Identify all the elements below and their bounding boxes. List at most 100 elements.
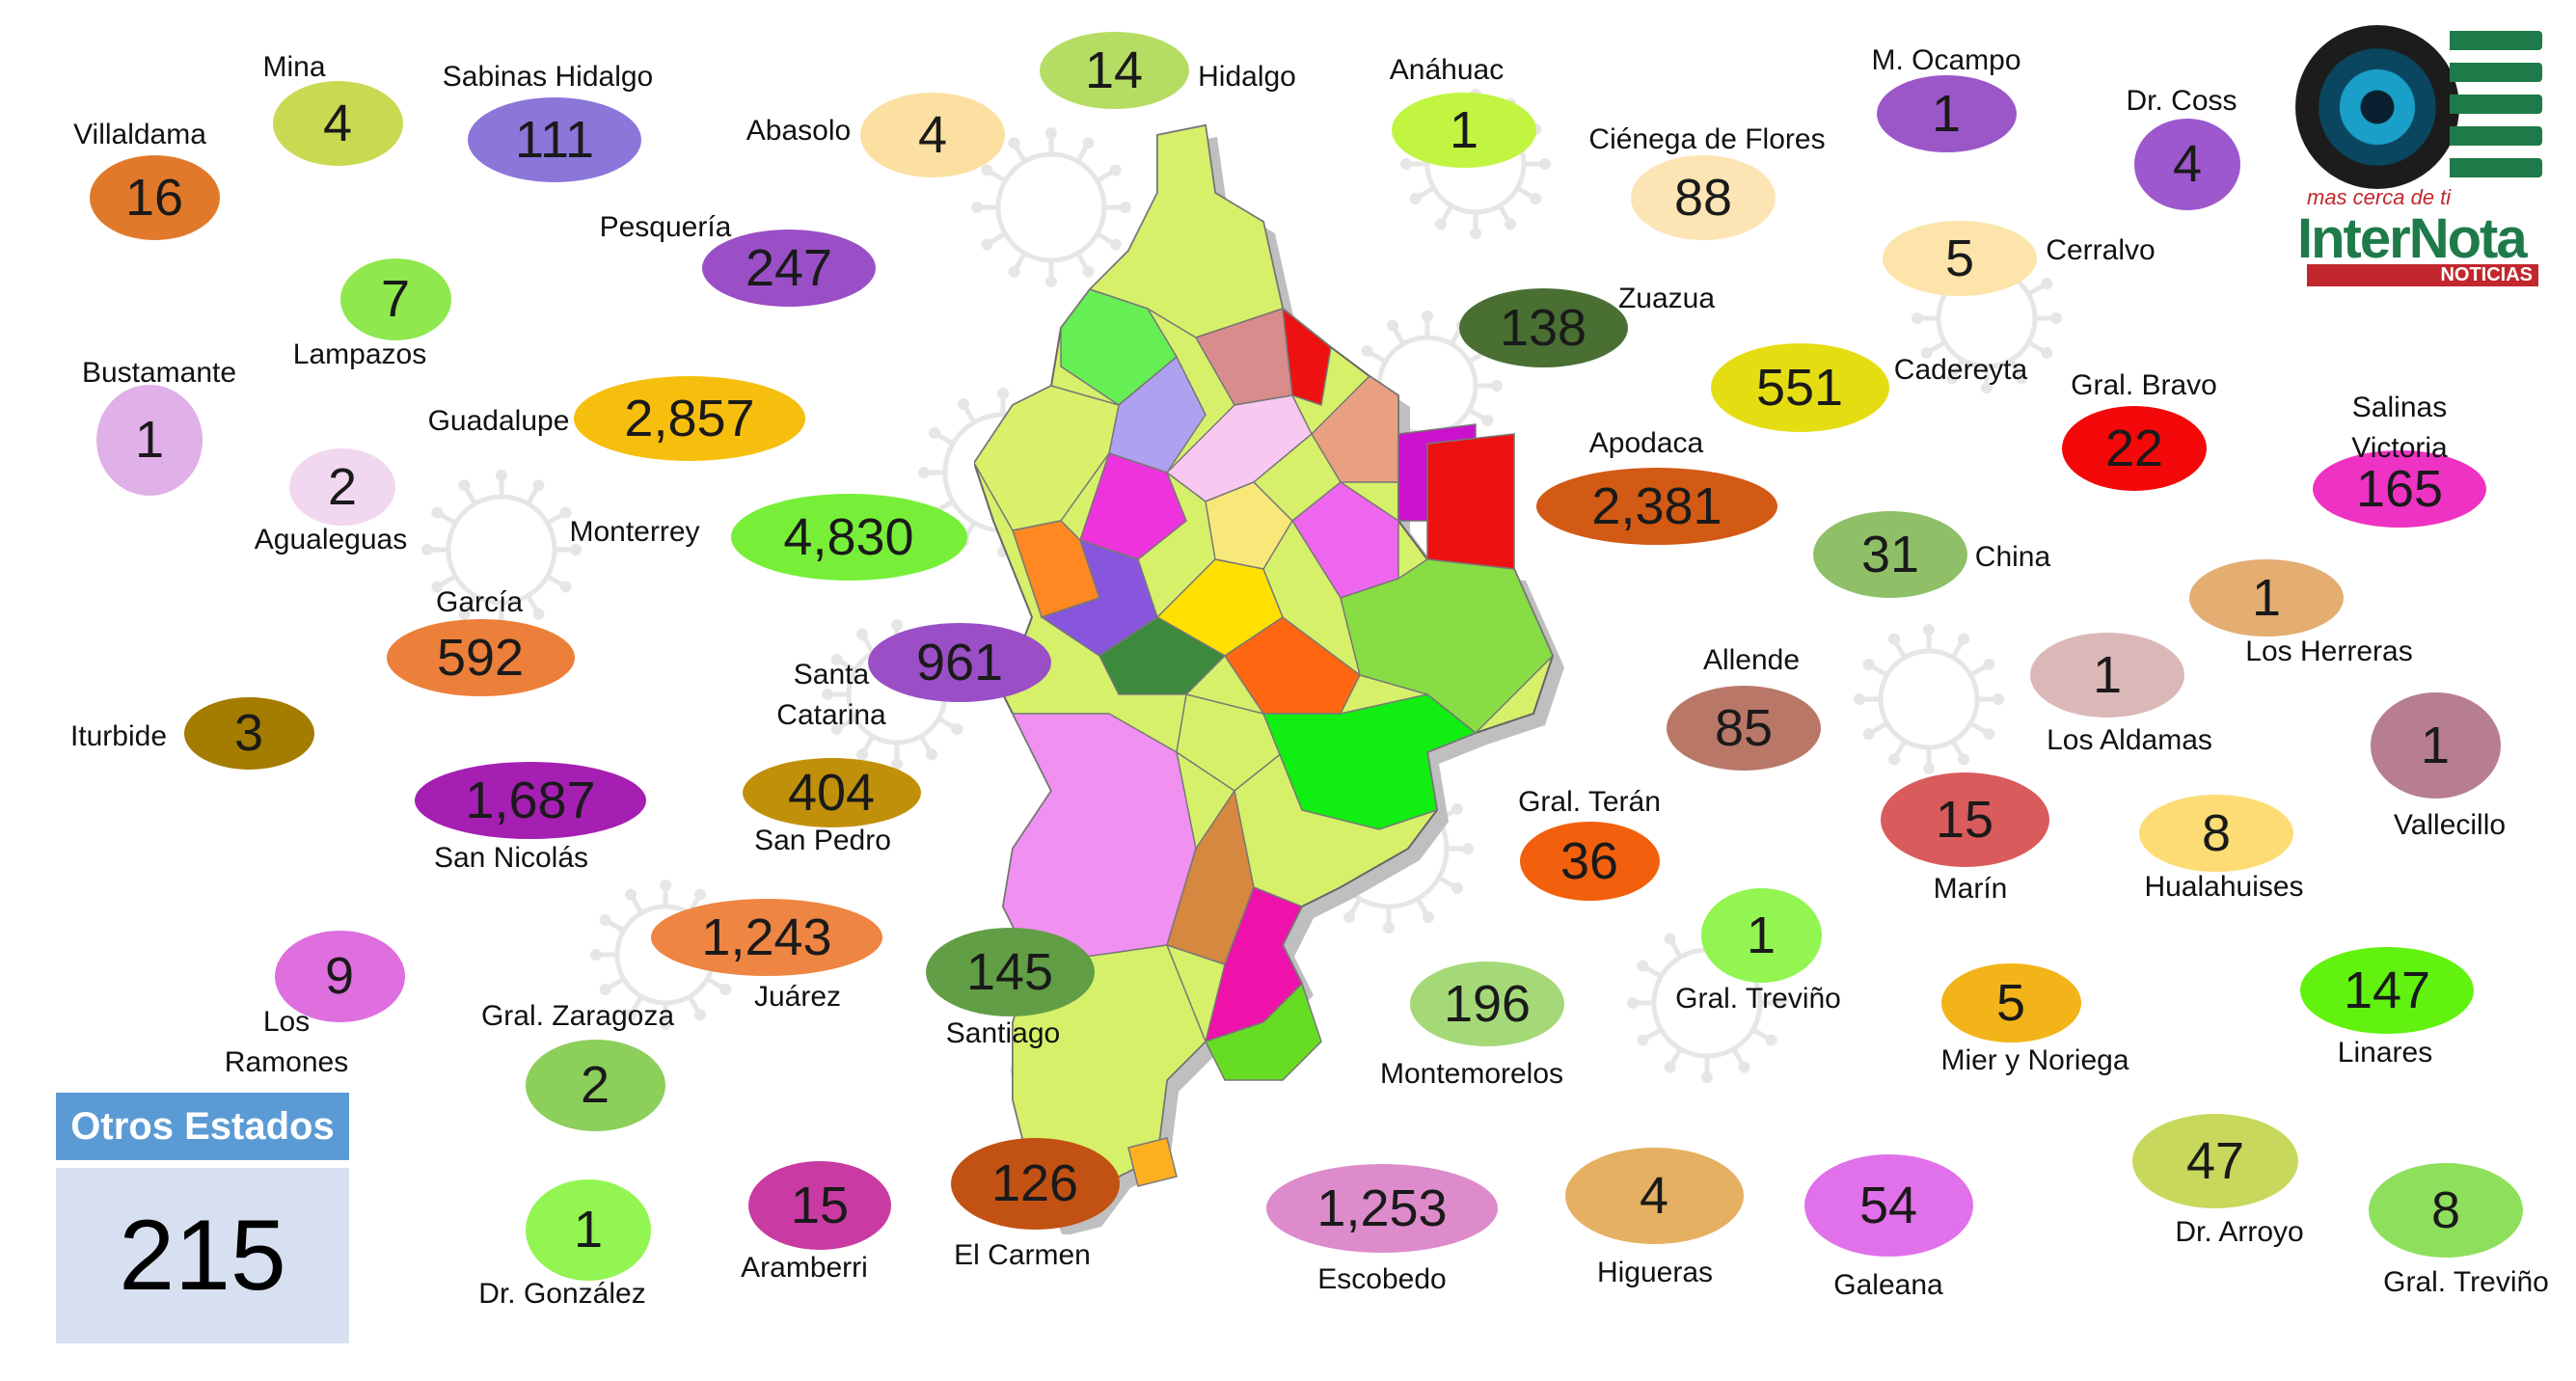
municipality-label-m-ocampo: M. Ocampo: [1871, 44, 2021, 76]
municipality-label-los-ramones: Los Ramones: [224, 1006, 349, 1078]
count-bubble-aramberri: 15: [748, 1161, 891, 1250]
virus-icon: [971, 127, 1131, 287]
count-bubble-iturbide: 3: [183, 696, 314, 770]
municipality-label-abasolo: Abasolo: [746, 115, 852, 147]
municipality-label-vallecillo: Vallecillo: [2393, 809, 2507, 841]
count-bubble-san-nicolas: 1,687: [415, 762, 646, 839]
municipality-label-marin: Marín: [1933, 873, 2008, 905]
count-bubble-vallecillo: 1: [2370, 692, 2501, 799]
municipality-label-iturbide: Iturbide: [69, 720, 168, 752]
count-bubble-pesqueria: 247: [702, 230, 876, 307]
municipality-label-dr-arroyo: Dr. Arroyo: [2175, 1216, 2304, 1248]
count-bubble-allende: 85: [1667, 686, 1821, 771]
municipality-label-guadalupe: Guadalupe: [427, 405, 570, 437]
virus-icon: [421, 470, 582, 630]
count-bubble-monterrey: 4,830: [730, 494, 967, 581]
count-bubble-san-pedro: 404: [742, 758, 921, 827]
municipality-label-bustamante: Bustamante: [81, 357, 237, 389]
count-bubble-hidalgo: 14: [1039, 32, 1189, 109]
count-bubble-el-carmen: 126: [950, 1137, 1120, 1230]
count-bubble-dr-gonzalez: 1: [526, 1178, 651, 1281]
municipality-label-gral-bravo: Gral. Bravo: [2071, 369, 2217, 401]
municipality-label-santa-catarina: Santa Catarina: [776, 659, 886, 731]
otros-estados-title: Otros Estados: [56, 1093, 349, 1160]
municipality-label-pesqueria: Pesquería: [599, 211, 732, 243]
municipality-label-apodaca: Apodaca: [1588, 427, 1704, 459]
count-bubble-cerralvo: 5: [1883, 221, 2037, 296]
municipality-label-linares: Linares: [2337, 1037, 2433, 1069]
municipality-label-escobedo: Escobedo: [1317, 1263, 1447, 1295]
municipality-label-santiago: Santiago: [945, 1017, 1061, 1049]
count-bubble-garcia: 592: [386, 619, 575, 696]
count-bubble-escobedo: 1,253: [1266, 1164, 1498, 1253]
municipality-label-anahuac: Anáhuac: [1389, 54, 1505, 86]
count-bubble-marin: 15: [1880, 772, 2049, 867]
map-region: [1223, 616, 1361, 715]
map-region: [1098, 616, 1227, 695]
camera-lens-icon: [2295, 25, 2459, 189]
municipality-label-dr-coss: Dr. Coss: [2126, 85, 2237, 117]
logo-subtitle: NOTICIAS: [2307, 264, 2538, 286]
count-bubble-cadereyta: 551: [1710, 343, 1889, 432]
municipality-label-cienega-de-flores: Ciénega de Flores: [1588, 123, 1826, 155]
count-bubble-agualeguas: 2: [289, 448, 395, 526]
municipality-label-allende: Allende: [1702, 644, 1801, 676]
map-region: [1282, 307, 1332, 406]
municipality-label-juarez: Juárez: [753, 981, 842, 1013]
logo-brand-nota: Nota: [2408, 207, 2528, 270]
count-bubble-montemorelos: 196: [1410, 961, 1564, 1046]
municipality-label-galeana: Galeana: [1833, 1269, 1943, 1301]
count-bubble-zuazua: 138: [1458, 288, 1628, 367]
municipality-label-mier-y-noriega: Mier y Noriega: [1940, 1044, 2129, 1076]
count-bubble-guadalupe: 2,857: [574, 376, 805, 461]
count-bubble-santiago: 145: [925, 928, 1095, 1016]
map-region: [1176, 693, 1284, 792]
map-region: [1079, 452, 1187, 560]
count-bubble-los-aldamas: 1: [2030, 633, 2184, 718]
otros-estados-card: Otros Estados 215: [56, 1093, 349, 1343]
municipality-label-monterrey: Monterrey: [569, 516, 700, 548]
municipality-label-aramberri: Aramberri: [741, 1252, 868, 1284]
count-bubble-gral-bravo: 22: [2062, 406, 2207, 491]
municipality-label-cerralvo: Cerralvo: [2046, 234, 2156, 266]
logo-tagline: mas cerca de ti: [2307, 185, 2452, 209]
count-bubble-galeana: 54: [1803, 1154, 1973, 1257]
count-bubble-m-ocampo: 1: [1876, 75, 2017, 152]
count-bubble-gral-zaragoza: 2: [525, 1039, 665, 1131]
logo-brand-inter: Inter: [2297, 207, 2411, 270]
municipality-label-montemorelos: Montemorelos: [1379, 1058, 1564, 1090]
state-map: [974, 123, 1564, 1234]
municipality-label-china: China: [1974, 541, 2051, 573]
municipality-label-hualahuises: Hualahuises: [2144, 871, 2304, 903]
count-bubble-dr-coss: 4: [2134, 118, 2240, 210]
map-region: [1204, 982, 1322, 1081]
municipality-label-gral-trevino: Gral. Treviño: [2383, 1266, 2549, 1298]
map-region: [1291, 481, 1399, 599]
municipality-label-higueras: Higueras: [1596, 1257, 1714, 1288]
count-bubble-apodaca: 2,381: [1536, 468, 1777, 545]
count-bubble-bustamante: 1: [96, 384, 203, 496]
count-bubble-hualahuises: 8: [2139, 795, 2293, 872]
municipality-label-villaldama: Villaldama: [73, 119, 206, 150]
municipality-label-garcia: García: [435, 586, 524, 618]
municipality-label-gral-teran: Gral. Terán: [1518, 786, 1661, 818]
municipality-label-zuazua: Zuazua: [1617, 283, 1716, 314]
count-bubble-juarez: 1,243: [651, 899, 882, 976]
count-bubble-santa-catarina: 961: [868, 623, 1051, 702]
municipality-label-gral-zaragoza: Gral. Zaragoza: [480, 1000, 675, 1032]
municipality-label-agualeguas: Agualeguas: [254, 524, 408, 555]
logo-brand: InterNota: [2297, 206, 2528, 271]
count-bubble-abasolo: 4: [860, 93, 1005, 177]
count-bubble-china: 31: [1813, 511, 1967, 598]
count-bubble-mier-y-noriega: 5: [1940, 963, 2081, 1043]
otros-estados-value: 215: [56, 1168, 349, 1343]
count-bubble-gral-teran: 36: [1519, 822, 1660, 901]
count-bubble-linares: 147: [2300, 947, 2474, 1034]
map-region: [1340, 558, 1554, 735]
municipality-label-mina: Mina: [262, 51, 326, 83]
municipality-label-los-aldamas: Los Aldamas: [2047, 724, 2212, 756]
municipality-label-gral-trevino: Gral. Treviño: [1675, 983, 1841, 1015]
map-region: [1127, 1137, 1178, 1187]
map-region: [1002, 713, 1197, 965]
